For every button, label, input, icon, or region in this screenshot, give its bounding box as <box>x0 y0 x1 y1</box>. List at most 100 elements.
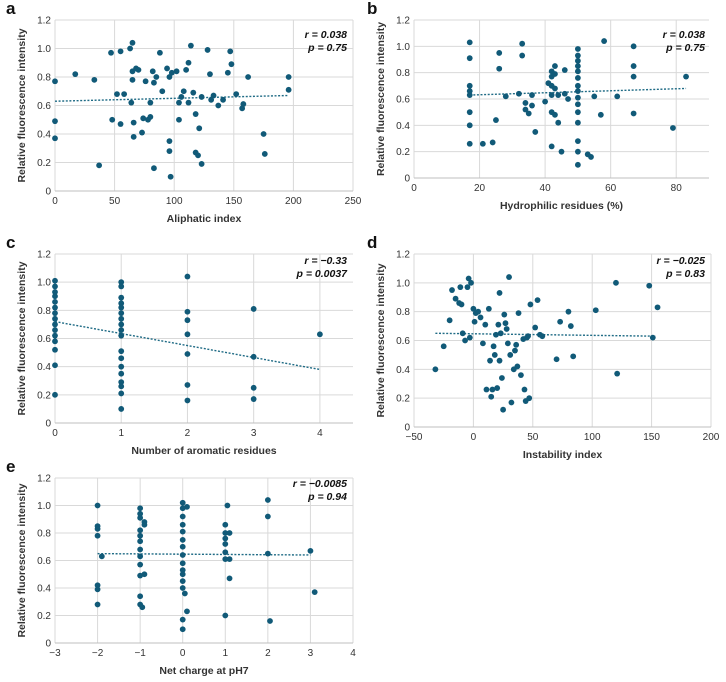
data-point <box>164 65 170 72</box>
data-point <box>592 307 599 314</box>
data-point <box>147 99 154 106</box>
data-point <box>494 385 501 391</box>
data-point <box>226 530 233 536</box>
data-point <box>118 332 125 339</box>
data-point <box>519 52 526 59</box>
data-point <box>52 118 58 125</box>
data-point <box>168 69 175 76</box>
data-point <box>614 370 621 377</box>
data-point <box>630 43 637 50</box>
data-point <box>173 68 180 75</box>
data-point <box>502 93 509 100</box>
p-value: p = 0.0037 <box>296 268 349 280</box>
x-tick-label: 20 <box>474 183 486 194</box>
data-point <box>141 521 148 528</box>
data-point <box>493 331 499 338</box>
y-tick-label: 1.0 <box>37 278 51 289</box>
x-tick-label: 1 <box>118 428 124 439</box>
data-point <box>184 331 191 338</box>
x-tick-label: 0 <box>52 428 58 439</box>
y-tick-label: 1.2 <box>396 250 410 261</box>
y-axis-title: Relative fluorescence intensity <box>16 28 28 182</box>
data-point <box>487 357 493 364</box>
data-point <box>141 571 148 578</box>
data-point <box>489 139 496 146</box>
data-point <box>548 143 555 150</box>
data-point <box>118 390 125 397</box>
data-point <box>181 590 188 597</box>
data-point <box>52 78 58 85</box>
data-point <box>52 304 58 311</box>
y-tick-label: 1.2 <box>37 474 51 485</box>
data-point <box>574 94 581 101</box>
data-point <box>98 553 105 560</box>
data-point <box>166 148 173 155</box>
y-tick-label: 0.6 <box>396 95 410 106</box>
y-tick-label: 0 <box>45 639 51 650</box>
data-point <box>264 513 271 520</box>
data-point <box>466 334 473 341</box>
data-point <box>561 67 568 73</box>
data-point <box>466 55 473 62</box>
data-point <box>118 379 125 386</box>
x-tick-label: 100 <box>584 432 601 443</box>
data-point <box>250 353 257 360</box>
data-point <box>185 59 192 66</box>
data-point <box>452 295 459 302</box>
data-point <box>504 340 511 347</box>
data-point <box>184 397 191 404</box>
data-point <box>179 585 186 591</box>
x-tick-label: 2 <box>265 648 271 659</box>
data-point <box>183 66 190 73</box>
x-tick-label: 80 <box>671 183 683 194</box>
data-point <box>52 321 58 328</box>
data-point <box>176 99 182 106</box>
data-point <box>552 111 558 118</box>
data-point <box>153 74 160 80</box>
data-point <box>512 347 518 354</box>
x-tick-label: −2 <box>92 648 104 659</box>
data-point <box>525 333 531 340</box>
data-point <box>118 348 125 355</box>
data-point <box>129 39 136 46</box>
data-point <box>94 502 101 509</box>
y-tick-label: 0.6 <box>37 556 51 567</box>
data-point <box>179 528 186 535</box>
data-point <box>552 71 558 77</box>
y-tick-label: 0.8 <box>37 529 51 540</box>
x-tick-label: 3 <box>308 648 314 659</box>
data-point <box>117 48 124 55</box>
data-point <box>499 375 505 381</box>
y-tick-label: 0.6 <box>37 334 51 345</box>
data-point <box>222 521 229 528</box>
data-point <box>506 274 512 280</box>
data-point <box>184 317 191 324</box>
y-tick-label: 1.0 <box>37 501 51 512</box>
data-point <box>187 42 194 49</box>
data-point <box>224 69 231 76</box>
trend-line <box>97 552 311 556</box>
data-point <box>515 90 522 97</box>
trend-line <box>54 94 288 102</box>
data-point <box>500 406 506 413</box>
data-point <box>137 510 144 517</box>
x-tick-label: −1 <box>134 648 146 659</box>
data-point <box>534 297 541 304</box>
data-point <box>184 273 191 280</box>
data-point <box>432 366 439 373</box>
data-point <box>196 125 203 132</box>
data-point <box>630 110 637 117</box>
data-point <box>198 94 205 100</box>
data-point <box>222 530 229 536</box>
y-tick-label: 0 <box>45 419 51 430</box>
x-tick-label: 0 <box>471 432 477 443</box>
data-point <box>52 327 58 333</box>
data-point <box>245 74 252 80</box>
x-tick-label: 150 <box>225 196 242 207</box>
data-point <box>222 612 229 619</box>
x-tick-label: 4 <box>317 428 323 439</box>
p-value: p = 0.75 <box>665 42 705 54</box>
data-point <box>52 293 58 300</box>
data-point <box>192 111 199 117</box>
data-point <box>72 71 79 78</box>
